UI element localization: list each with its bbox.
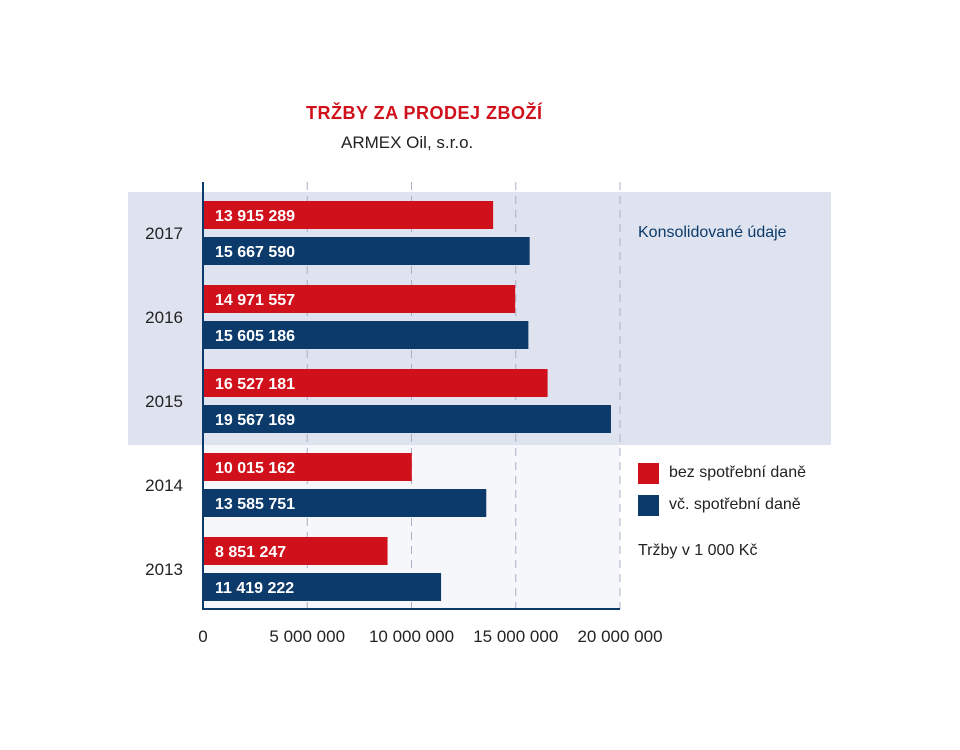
legend-label-incl-tax: vč. spotřební daně	[669, 496, 801, 513]
highlight-band	[128, 192, 831, 445]
bar-value-label: 15 605 186	[215, 328, 295, 345]
legend-item-excl-tax: bez spotřební daně	[638, 462, 806, 484]
x-tick-label: 10 000 000	[369, 627, 454, 646]
category-label: 2014	[145, 476, 183, 495]
chart-subtitle: ARMEX Oil, s.r.o.	[341, 133, 474, 152]
bar	[203, 237, 530, 265]
bar-value-label: 8 851 247	[215, 544, 286, 561]
bar	[203, 321, 529, 349]
bar	[203, 405, 611, 433]
category-label: 2017	[145, 224, 183, 243]
bar	[203, 369, 548, 397]
bar	[203, 285, 516, 313]
bar-value-label: 15 667 590	[215, 244, 295, 261]
bar	[203, 489, 487, 517]
x-tick-label: 20 000 000	[577, 627, 662, 646]
legend-swatch-excl-tax	[638, 462, 659, 484]
bar-value-label: 16 527 181	[215, 376, 295, 393]
category-label: 2016	[145, 308, 183, 327]
bar	[203, 573, 442, 601]
bar-value-label: 13 915 289	[215, 208, 295, 225]
legend-swatch-incl-tax	[638, 494, 659, 516]
bar	[203, 537, 388, 565]
bar-value-label: 10 015 162	[215, 460, 295, 477]
chart-title: TRŽBY ZA PRODEJ ZBOŽÍ	[306, 103, 543, 123]
unit-note: Tržby v 1 000 Kč	[638, 542, 758, 559]
legend-item-incl-tax: vč. spotřební daně	[638, 494, 806, 516]
legend: bez spotřební daně vč. spotřební daně	[638, 462, 806, 526]
x-tick-label: 15 000 000	[473, 627, 558, 646]
x-tick-label: 5 000 000	[269, 627, 345, 646]
x-tick-label: 0	[198, 627, 207, 646]
bar-value-label: 13 585 751	[215, 496, 295, 513]
bar-value-label: 11 419 222	[215, 580, 294, 597]
category-label: 2013	[145, 560, 183, 579]
category-label: 2015	[145, 392, 183, 411]
legend-label-excl-tax: bez spotřební daně	[669, 464, 806, 481]
bar	[203, 201, 494, 229]
bar	[203, 453, 412, 481]
bar-value-label: 14 971 557	[215, 292, 295, 309]
consolidated-note: Konsolidované údaje	[638, 224, 787, 241]
bar-value-label: 19 567 169	[215, 412, 295, 429]
